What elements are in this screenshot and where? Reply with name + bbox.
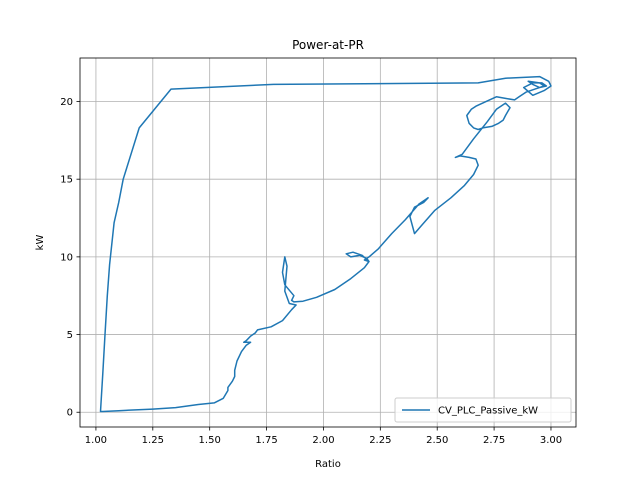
x-tick-label: 1.25 [142,435,164,446]
y-tick-label: 0 [67,408,73,419]
x-tick-label: 3.00 [540,435,562,446]
y-tick-label: 20 [60,97,73,108]
chart-title: Power-at-PR [292,38,364,52]
x-tick-label: 2.50 [426,435,448,446]
y-tick-label: 5 [67,330,73,341]
y-tick-label: 15 [60,175,73,186]
y-axis-label: kW [35,235,46,251]
x-tick-label: 2.25 [369,435,391,446]
y-tick-label: 10 [60,252,73,263]
legend-box [394,397,572,423]
x-axis-label: Ratio [315,459,341,470]
legend-label: CV_PLC_Passive_kW [438,406,538,417]
axes-frame [79,57,577,428]
x-tick-label: 2.00 [312,435,334,446]
x-tick-label: 2.75 [483,435,505,446]
ticks: 1.00 1.25 1.50 1.75 2.00 2.25 2.50 2.75 3.00 0 5 10… [60,97,562,446]
x-tick-label: 1.50 [199,435,221,446]
legend: CV_PLC_Passive_kW [394,397,572,423]
x-tick-label: 1.00 [85,435,107,446]
series-layer [99,75,552,413]
series-line [99,75,552,413]
x-tick-label: 1.75 [255,435,277,446]
